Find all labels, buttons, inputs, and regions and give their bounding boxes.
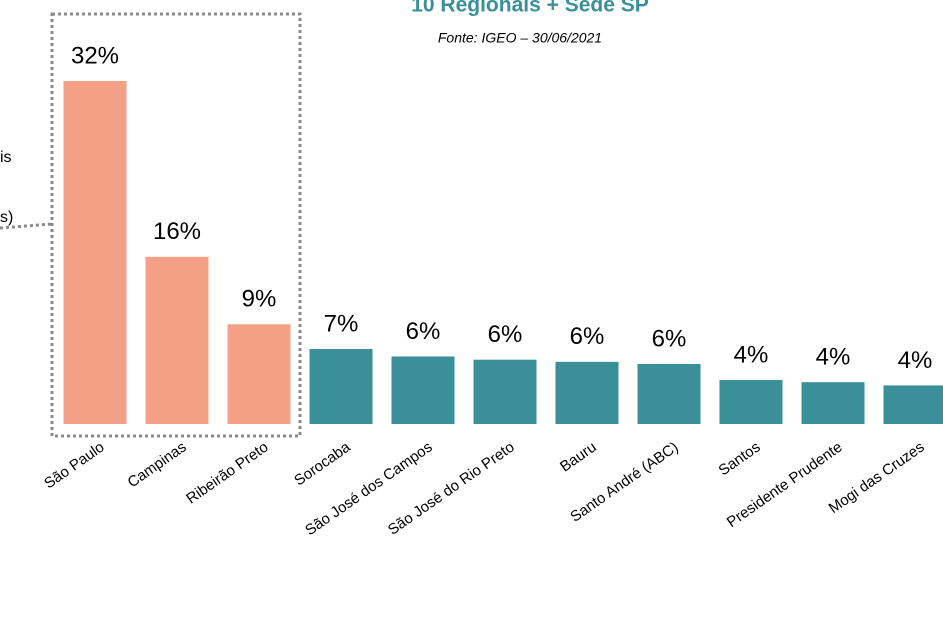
value-label: 6% bbox=[570, 323, 605, 350]
value-label: 4% bbox=[816, 344, 851, 371]
value-label: 6% bbox=[652, 325, 687, 352]
x-tick-label: Campinas bbox=[125, 439, 190, 492]
value-label: 32% bbox=[71, 42, 119, 69]
x-tick-label: Santos bbox=[716, 439, 764, 480]
bar bbox=[883, 385, 943, 424]
bar bbox=[145, 256, 209, 424]
x-tick-label: Ribeirão Preto bbox=[183, 439, 271, 508]
bar bbox=[801, 382, 865, 424]
bar bbox=[63, 81, 127, 424]
bar bbox=[309, 348, 373, 424]
bar bbox=[637, 363, 701, 424]
value-label: 9% bbox=[242, 286, 277, 313]
bar bbox=[555, 361, 619, 424]
bar bbox=[227, 324, 291, 424]
value-label: 16% bbox=[153, 218, 201, 245]
x-tick-label: Sorocaba bbox=[291, 438, 354, 489]
value-label: 4% bbox=[898, 347, 933, 374]
annotation: is bbox=[0, 149, 12, 166]
bar bbox=[473, 359, 537, 424]
value-label: 4% bbox=[734, 341, 769, 368]
value-label: 7% bbox=[324, 310, 359, 337]
bar bbox=[391, 356, 455, 424]
annotation: s) bbox=[0, 209, 13, 226]
x-tick-label: Bauru bbox=[557, 439, 600, 476]
bar bbox=[719, 380, 783, 424]
value-label: 6% bbox=[406, 318, 441, 345]
chart-title: 10 Regionais + Sede SP bbox=[411, 0, 649, 17]
subtitle: Fonte: IGEO – 30/06/2021 bbox=[438, 30, 602, 46]
x-tick-label: São Paulo bbox=[41, 439, 107, 493]
value-label: 6% bbox=[488, 321, 523, 348]
highlight-box bbox=[50, 12, 302, 438]
connector bbox=[0, 222, 53, 230]
